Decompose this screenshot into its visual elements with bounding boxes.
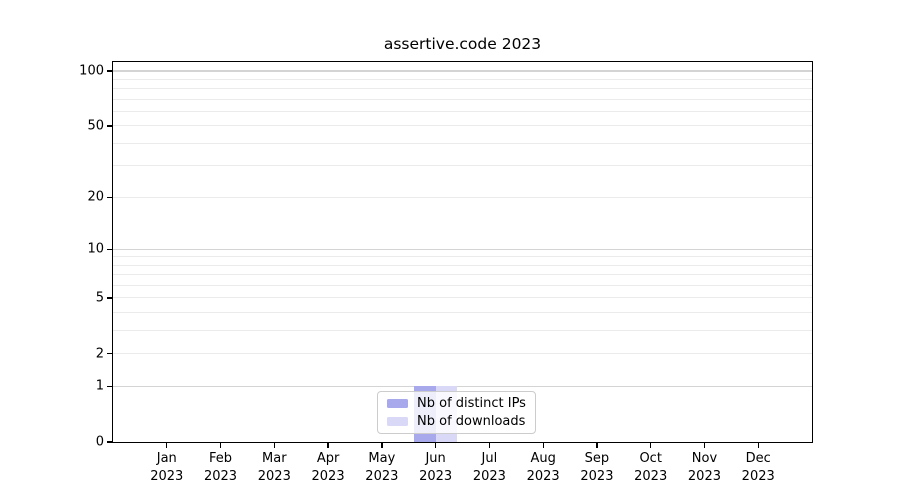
y-axis-tick xyxy=(107,441,112,443)
y-tick-label: 10 xyxy=(87,241,104,257)
y-axis-tick xyxy=(107,353,112,355)
legend: Nb of distinct IPs Nb of downloads xyxy=(377,391,536,434)
gridline-minor xyxy=(113,312,812,314)
gridline-minor xyxy=(113,125,812,127)
x-tick-label: Jul 2023 xyxy=(472,451,506,484)
chart-title: assertive.code 2023 xyxy=(383,35,542,53)
y-axis-tick xyxy=(107,385,112,387)
x-tick-label: Aug 2023 xyxy=(526,451,560,484)
legend-label: Nb of downloads xyxy=(417,414,526,429)
gridline-minor xyxy=(113,165,812,167)
gridline-minor xyxy=(113,353,812,355)
x-axis-tick xyxy=(757,443,759,448)
gridline-minor xyxy=(113,142,812,144)
gridline-minor xyxy=(113,256,812,258)
x-tick-label: Dec 2023 xyxy=(741,451,775,484)
y-axis-tick xyxy=(107,248,112,250)
y-axis-tick xyxy=(107,125,112,127)
y-tick-label: 2 xyxy=(95,346,104,362)
y-tick-label: 0 xyxy=(95,434,104,450)
gridline-major xyxy=(113,385,812,387)
y-tick-label: 100 xyxy=(79,63,104,79)
gridline-major xyxy=(113,70,812,72)
gridline-minor xyxy=(113,88,812,90)
y-tick-label: 20 xyxy=(87,189,104,205)
x-tick-label: May 2023 xyxy=(365,451,399,484)
x-axis-tick xyxy=(488,443,491,448)
x-tick-label: Oct 2023 xyxy=(634,451,668,484)
x-tick-label: Jun 2023 xyxy=(419,451,453,484)
gridline-major xyxy=(113,248,812,250)
gridline-minor xyxy=(113,330,812,332)
x-axis-tick xyxy=(166,443,168,448)
x-tick-label: Sep 2023 xyxy=(580,451,614,484)
y-tick-label: 5 xyxy=(95,290,104,306)
x-axis-tick xyxy=(650,443,652,448)
x-tick-label: Apr 2023 xyxy=(311,451,345,484)
legend-swatch-icon xyxy=(387,417,408,426)
gridline-minor xyxy=(113,78,812,80)
legend-swatch-icon xyxy=(387,399,408,408)
x-tick-label: Jan 2023 xyxy=(150,451,184,484)
x-axis-tick xyxy=(542,443,544,448)
gridline-minor xyxy=(113,196,812,198)
x-axis-tick xyxy=(381,443,383,448)
x-axis-tick xyxy=(273,443,275,448)
x-axis-tick xyxy=(219,443,222,448)
gridline-minor xyxy=(113,111,812,113)
x-axis-tick xyxy=(435,443,437,448)
x-axis-tick xyxy=(327,443,329,448)
gridline-minor xyxy=(113,285,812,287)
y-tick-label: 1 xyxy=(95,378,104,394)
y-tick-label: 50 xyxy=(87,118,104,134)
x-tick-label: Feb 2023 xyxy=(203,451,238,484)
legend-label: Nb of distinct IPs xyxy=(417,396,526,411)
x-tick-label: Nov 2023 xyxy=(687,451,721,484)
y-axis-tick xyxy=(107,196,112,198)
gridline-minor xyxy=(113,98,812,100)
x-axis-tick xyxy=(703,443,706,448)
y-axis-tick xyxy=(107,297,112,299)
x-axis-tick xyxy=(596,443,598,448)
gridline-minor xyxy=(113,264,812,266)
gridline-minor xyxy=(113,274,812,276)
legend-item: Nb of distinct IPs xyxy=(387,396,526,411)
legend-item: Nb of downloads xyxy=(387,414,526,429)
gridline-minor xyxy=(113,297,812,299)
x-tick-label: Mar 2023 xyxy=(257,451,291,484)
y-axis-tick xyxy=(107,70,112,72)
